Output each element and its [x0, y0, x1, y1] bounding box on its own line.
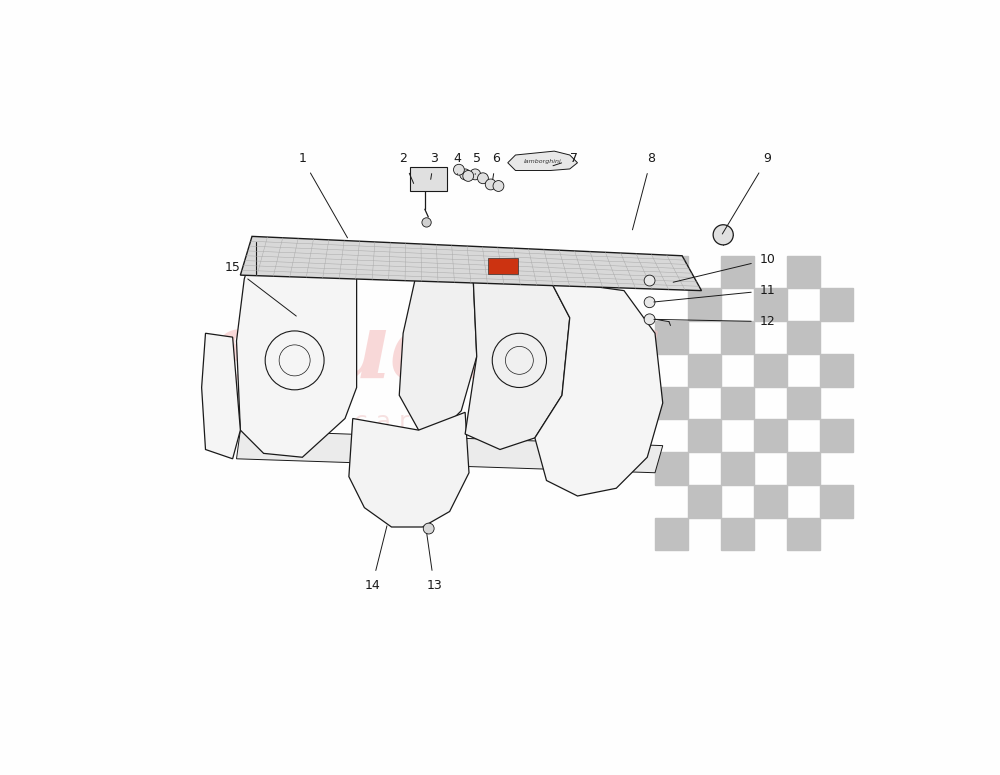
- Circle shape: [493, 181, 504, 191]
- Bar: [688, 485, 721, 518]
- Polygon shape: [508, 151, 578, 170]
- Text: 9: 9: [722, 153, 771, 234]
- Text: lamborghini: lamborghini: [524, 160, 562, 164]
- Bar: [721, 387, 754, 419]
- Bar: [787, 256, 820, 288]
- FancyBboxPatch shape: [410, 167, 447, 191]
- Text: c a r  p a r t s: c a r p a r t s: [354, 411, 522, 434]
- Bar: [721, 452, 754, 485]
- Bar: [820, 354, 853, 387]
- Circle shape: [644, 275, 655, 286]
- Bar: [787, 452, 820, 485]
- Bar: [721, 256, 754, 288]
- Bar: [754, 485, 787, 518]
- Bar: [655, 518, 688, 550]
- Circle shape: [460, 169, 471, 180]
- Text: 5: 5: [473, 153, 481, 174]
- Bar: [820, 288, 853, 321]
- Bar: [754, 354, 787, 387]
- Text: scuderia: scuderia: [212, 308, 664, 398]
- Polygon shape: [202, 333, 240, 459]
- Text: 2: 2: [399, 153, 414, 184]
- Text: 12: 12: [654, 315, 775, 328]
- Circle shape: [485, 179, 496, 190]
- Text: 1: 1: [298, 153, 347, 238]
- Text: 15: 15: [225, 261, 296, 316]
- Circle shape: [463, 170, 474, 181]
- Circle shape: [454, 164, 464, 175]
- Bar: [688, 354, 721, 387]
- Bar: [787, 518, 820, 550]
- Polygon shape: [535, 281, 663, 496]
- Bar: [820, 419, 853, 452]
- Bar: [787, 387, 820, 419]
- Polygon shape: [237, 242, 357, 457]
- Bar: [655, 452, 688, 485]
- Bar: [754, 419, 787, 452]
- Circle shape: [470, 169, 481, 180]
- Circle shape: [423, 523, 434, 534]
- Polygon shape: [240, 236, 702, 291]
- Circle shape: [478, 173, 488, 184]
- Bar: [721, 321, 754, 354]
- Bar: [655, 256, 688, 288]
- Text: 11: 11: [654, 284, 775, 302]
- Bar: [655, 387, 688, 419]
- Circle shape: [422, 218, 431, 227]
- Circle shape: [644, 297, 655, 308]
- Polygon shape: [237, 430, 663, 473]
- Polygon shape: [399, 264, 477, 434]
- Bar: [488, 258, 518, 274]
- Text: 10: 10: [673, 253, 775, 282]
- Circle shape: [644, 314, 655, 325]
- Text: 7: 7: [553, 153, 578, 166]
- Text: 13: 13: [426, 534, 442, 591]
- Bar: [688, 419, 721, 452]
- Bar: [655, 321, 688, 354]
- Bar: [754, 288, 787, 321]
- Bar: [787, 321, 820, 354]
- Text: 3: 3: [430, 153, 438, 179]
- Bar: [688, 288, 721, 321]
- Text: 14: 14: [364, 525, 387, 591]
- Text: 8: 8: [632, 153, 655, 230]
- Text: 6: 6: [492, 153, 500, 179]
- Bar: [820, 485, 853, 518]
- Text: 4: 4: [453, 153, 461, 174]
- Polygon shape: [465, 271, 570, 450]
- Polygon shape: [349, 412, 469, 527]
- Bar: [721, 518, 754, 550]
- Circle shape: [713, 225, 733, 245]
